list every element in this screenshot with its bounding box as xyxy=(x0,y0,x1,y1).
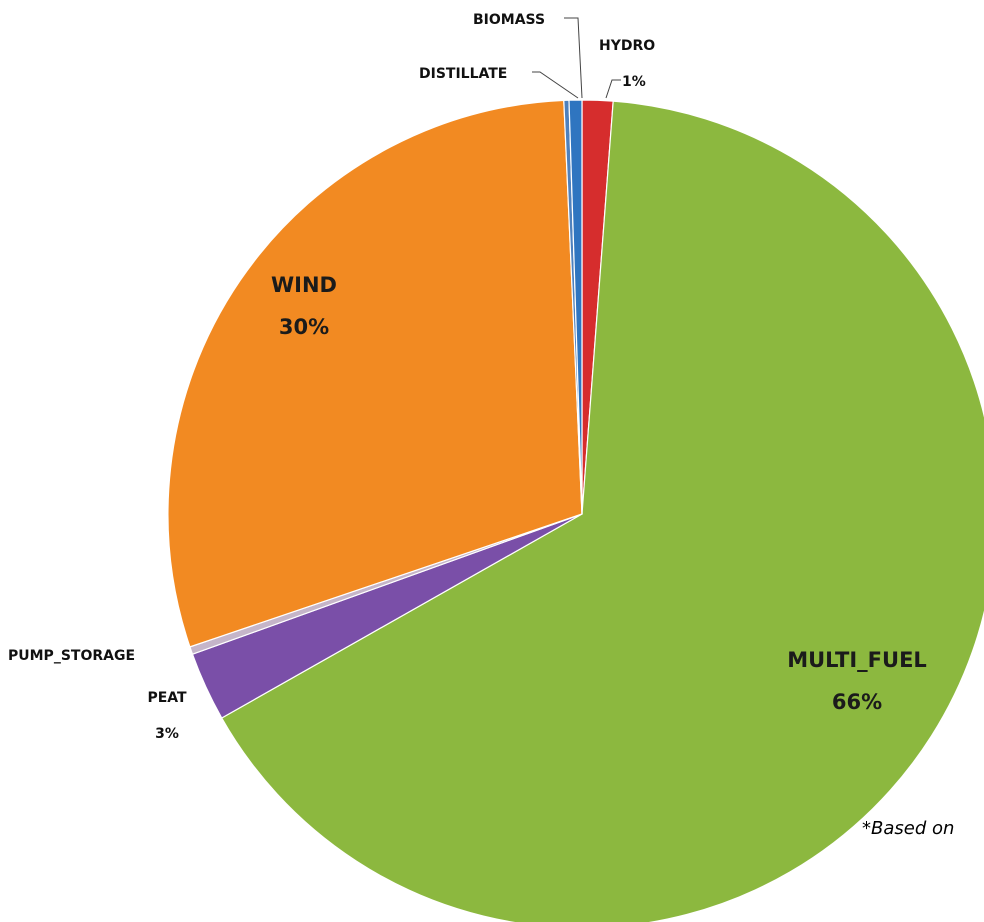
hydro-percent-label: 1% xyxy=(622,74,646,90)
multi-fuel-percent-label: 66% xyxy=(832,690,882,714)
peat-label: PEAT xyxy=(147,690,187,706)
wind-label: WIND xyxy=(271,273,337,297)
wind-percent-label: 30% xyxy=(279,315,329,339)
pie-slice-wind xyxy=(167,99,583,648)
distillate-label: DISTILLATE xyxy=(419,66,507,82)
hydro-label: HYDRO xyxy=(599,38,655,54)
footnote: *Based on xyxy=(862,818,954,839)
hydro-leader-line xyxy=(605,79,621,99)
pump-storage-label: PUMP_STORAGE xyxy=(8,648,135,664)
multi-fuel-label: MULTI_FUEL xyxy=(787,648,927,672)
pie-slices xyxy=(167,99,984,922)
biomass-leader-line xyxy=(564,17,583,99)
pie-slice-biomass xyxy=(568,99,583,515)
peat-percent-label: 3% xyxy=(155,726,179,742)
biomass-label: BIOMASS xyxy=(473,12,545,28)
pie-slice-multi-fuel xyxy=(221,100,984,922)
distillate-leader-line xyxy=(532,71,579,99)
